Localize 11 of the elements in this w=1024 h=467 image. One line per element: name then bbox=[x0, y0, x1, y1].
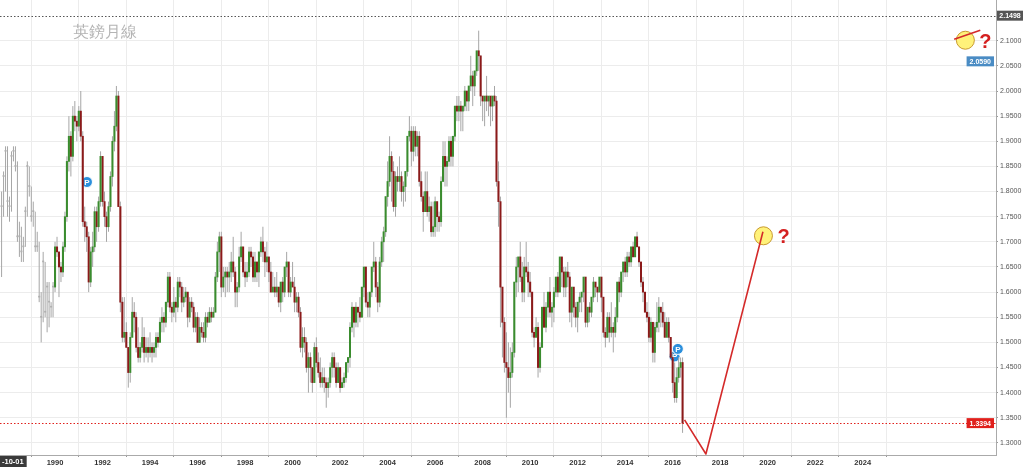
candlestick bbox=[319, 356, 322, 389]
text: 英鎊月線 bbox=[73, 22, 137, 42]
data-label: ? bbox=[979, 29, 992, 52]
candlestick bbox=[6, 145, 9, 218]
candlestick bbox=[434, 196, 437, 238]
annotation: P bbox=[84, 177, 91, 187]
candlestick bbox=[412, 125, 415, 162]
annotation: P bbox=[671, 352, 678, 362]
candlestick bbox=[279, 281, 282, 313]
data-label: ? bbox=[777, 225, 790, 248]
annotation: P bbox=[675, 344, 682, 354]
